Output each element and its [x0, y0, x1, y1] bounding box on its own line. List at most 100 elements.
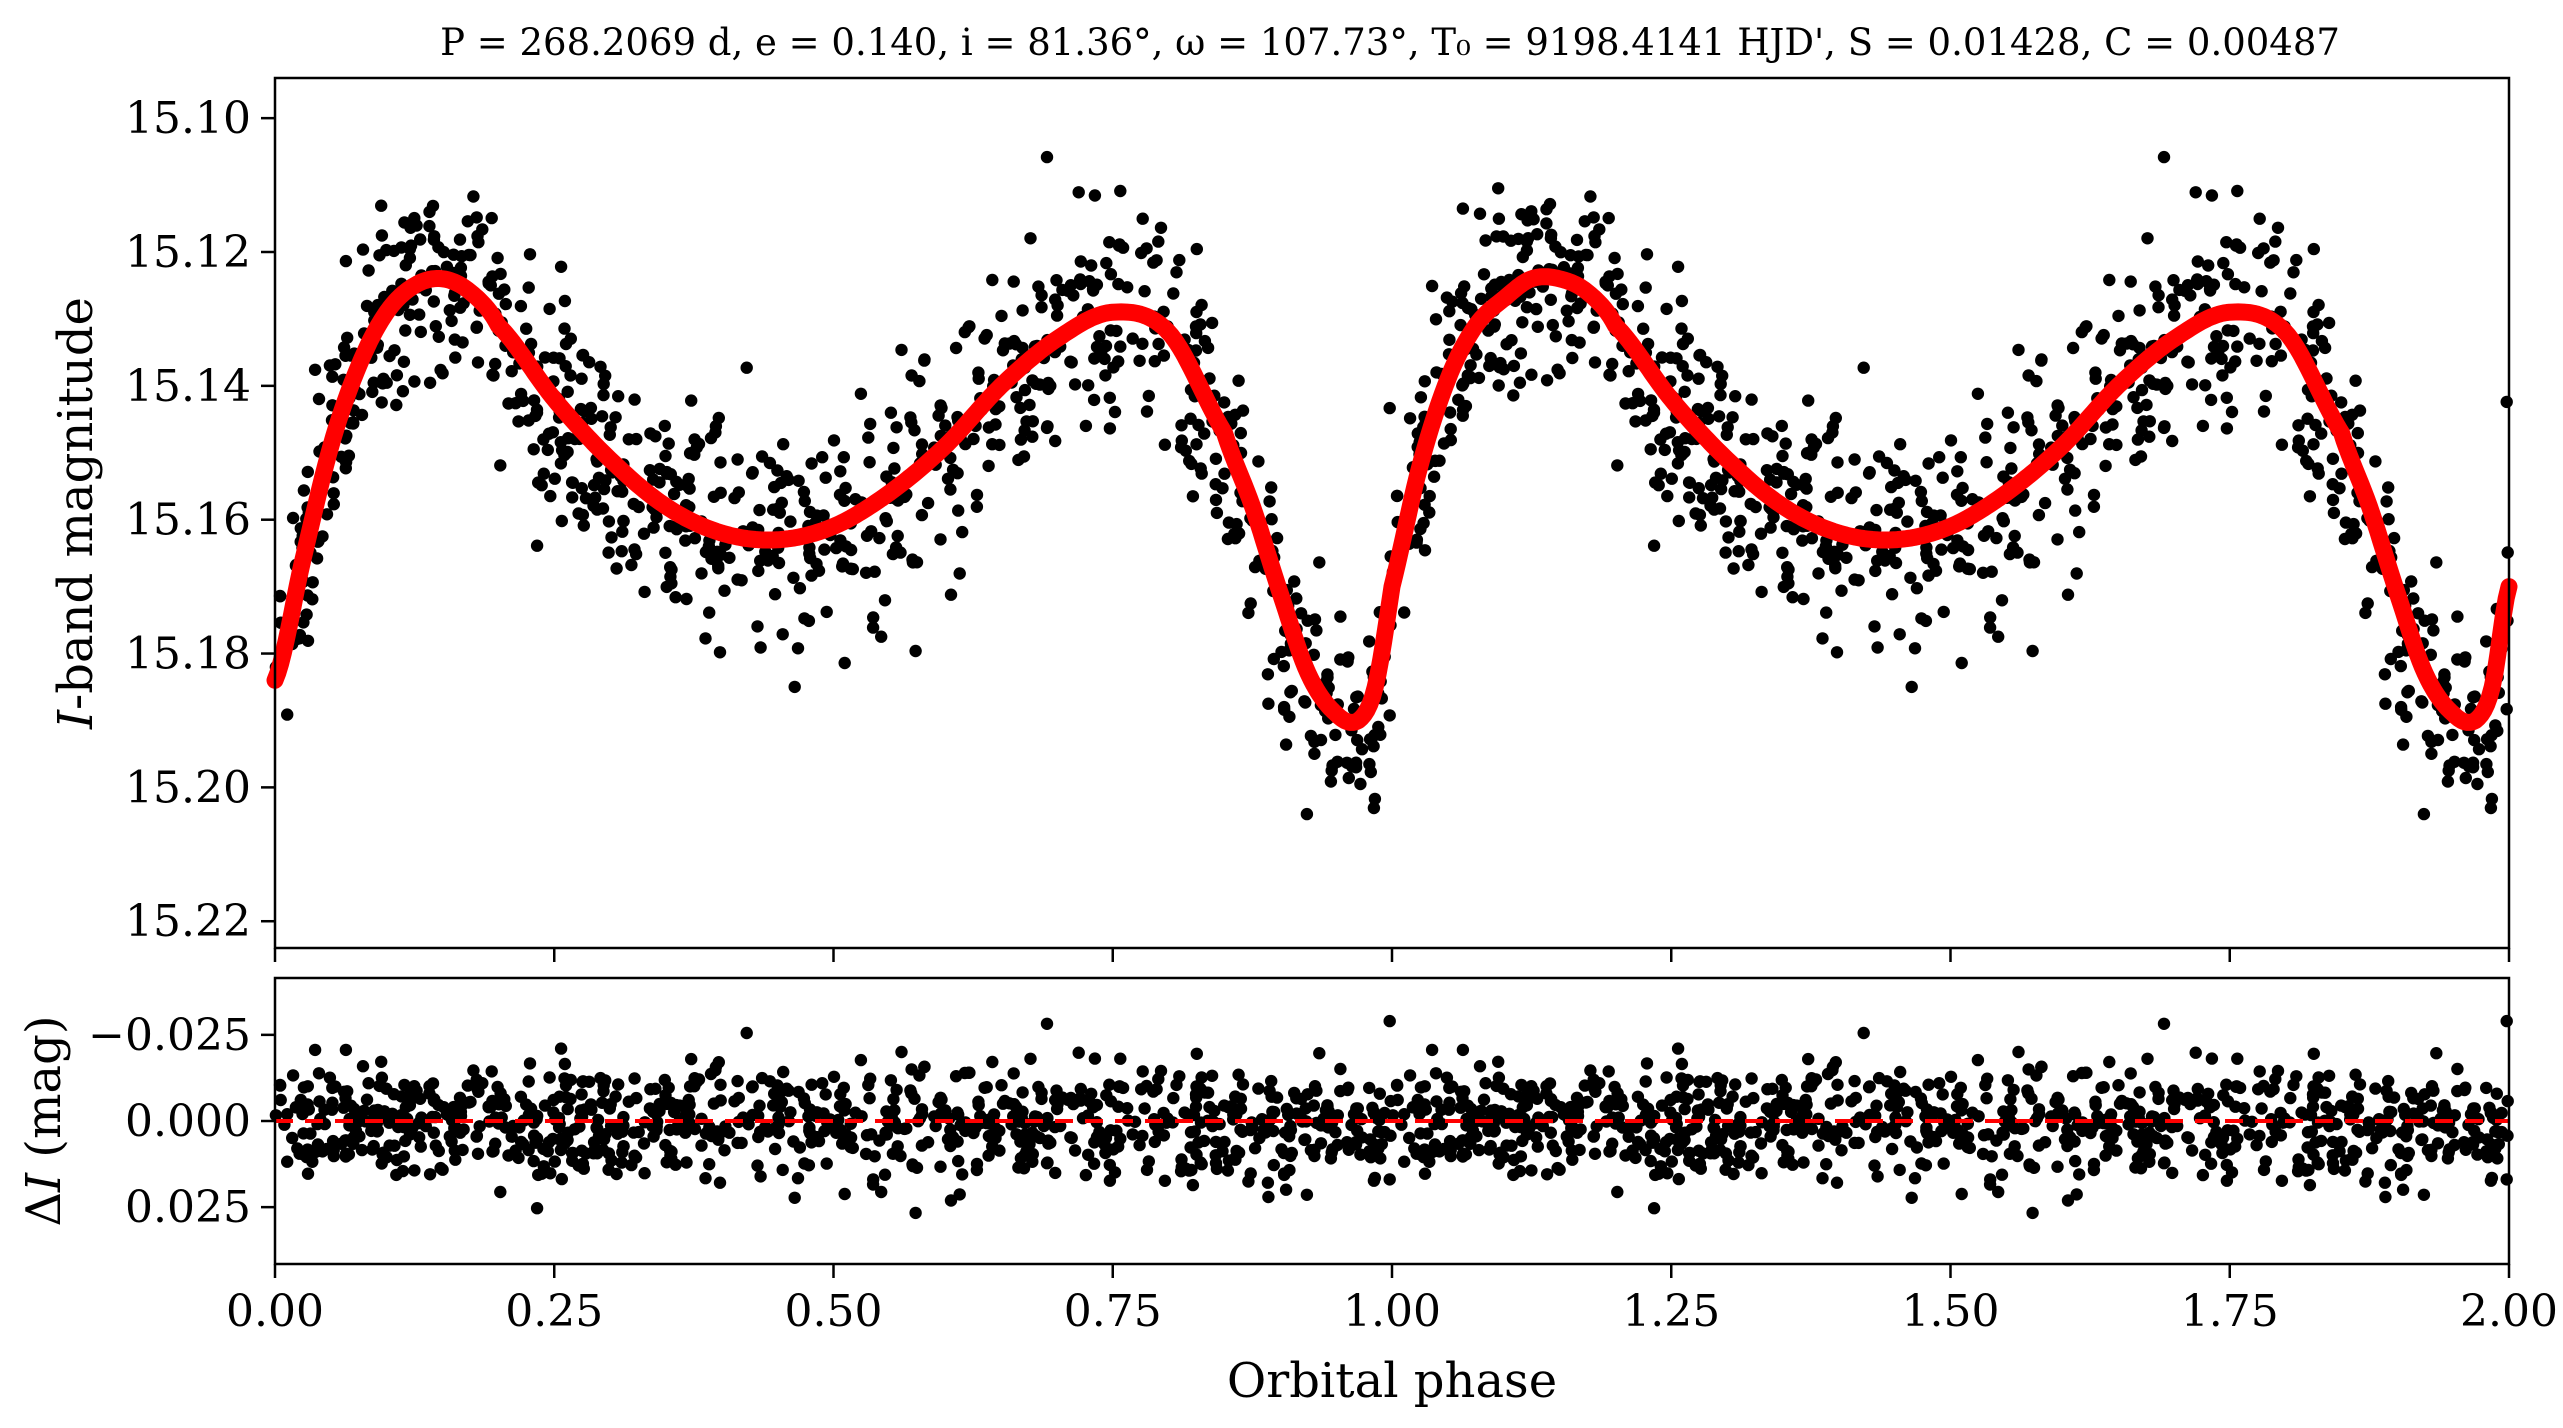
data-point [486, 368, 499, 381]
data-point [2326, 493, 2340, 507]
data-point [1116, 241, 1130, 254]
data-point [2335, 467, 2348, 480]
data-point [2382, 481, 2395, 494]
residual-point [1565, 1144, 1579, 1157]
data-point [1158, 438, 1172, 451]
data-point [499, 297, 512, 311]
residual-point [1848, 1074, 1861, 1088]
data-point [2189, 186, 2202, 199]
data-point [1349, 756, 1363, 769]
residual-point [1107, 1143, 1120, 1156]
residual-point [1543, 1077, 1557, 1090]
residual-point [2257, 1079, 2270, 1093]
residual-point [1032, 1080, 1045, 1094]
data-point [1368, 729, 1381, 742]
data-point [1321, 671, 1334, 684]
residual-point [1284, 1123, 1298, 1137]
residual-point [1805, 1072, 1818, 1085]
residual-point [1473, 1060, 1487, 1073]
residual-point [1391, 1079, 1404, 1092]
data-point [2204, 393, 2218, 407]
residual-point [347, 1131, 360, 1144]
data-point [2296, 444, 2309, 457]
residual-point [1980, 1092, 1993, 1105]
data-point [1341, 655, 1354, 668]
data-point [873, 531, 886, 545]
data-point [2087, 488, 2101, 502]
data-point [863, 456, 876, 469]
residual-point [485, 1065, 498, 1078]
residual-point [544, 1167, 557, 1180]
residual-point [1056, 1091, 1069, 1104]
data-point [1863, 466, 1876, 479]
data-point [918, 354, 931, 367]
data-point [2274, 349, 2288, 362]
residual-point [1639, 1075, 1652, 1088]
data-point [1954, 451, 1968, 464]
residual-point [1049, 1166, 1062, 1180]
x-tick-label: 1.00 [1343, 1286, 1441, 1337]
residual-point [2424, 1099, 2437, 1112]
residual-point [1414, 1127, 1427, 1140]
data-point [615, 545, 628, 558]
residual-point [1934, 1107, 1947, 1120]
data-point [1100, 256, 1113, 270]
data-point [1107, 361, 1120, 374]
data-point [403, 308, 417, 321]
residual-point [1014, 1152, 1028, 1165]
data-point [1796, 534, 1809, 547]
data-point [2220, 422, 2234, 435]
residual-point [989, 1124, 1002, 1137]
data-point [746, 466, 759, 479]
residual-point [1044, 1136, 1057, 1150]
residual-point [2374, 1123, 2388, 1137]
data-point [1920, 541, 1933, 554]
data-point [1234, 426, 1248, 440]
data-point [577, 519, 590, 532]
residual-point [2131, 1152, 2145, 1165]
data-point [1888, 464, 1901, 477]
data-point [1755, 585, 1768, 599]
data-point [2387, 531, 2401, 545]
data-point [575, 372, 588, 385]
residual-point [1884, 1099, 1897, 1112]
residual-point [1256, 1114, 1270, 1127]
data-point [1520, 301, 1534, 314]
residual-point [1234, 1102, 1248, 1115]
data-point [617, 514, 630, 528]
residual-point [1429, 1067, 1443, 1080]
data-point [751, 620, 764, 633]
residual-point [410, 1084, 423, 1097]
data-point [2394, 659, 2407, 673]
data-point [1228, 527, 1241, 541]
residual-point [2087, 1163, 2101, 1177]
data-point [1622, 365, 1635, 378]
y-tick-label: 0.025 [125, 1182, 251, 1233]
data-point [833, 488, 847, 501]
residual-point [900, 1122, 913, 1135]
data-point [949, 341, 963, 355]
data-point [509, 397, 522, 410]
data-point [1951, 465, 1964, 478]
data-point [471, 229, 484, 243]
data-point [1440, 291, 1454, 304]
residual-point [2035, 1060, 2048, 1074]
data-point [2075, 325, 2088, 339]
data-point [2311, 462, 2324, 475]
data-point [1557, 261, 1571, 274]
residual-point [1802, 1052, 1815, 1066]
residual-point [1192, 1136, 1205, 1149]
data-point [1953, 557, 1967, 570]
data-point [1507, 389, 1520, 402]
data-point [410, 219, 423, 232]
residual-point [548, 1155, 561, 1168]
residual-point [1647, 1202, 1661, 1215]
data-point [2442, 764, 2455, 777]
residual-point [1682, 1146, 1696, 1160]
residual-point [2306, 1088, 2320, 1101]
residual-point [1587, 1130, 1600, 1143]
residual-point [1367, 1142, 1380, 1155]
residual-point [1189, 1088, 1203, 1101]
data-point [1891, 476, 1905, 490]
residual-point [956, 1168, 969, 1181]
